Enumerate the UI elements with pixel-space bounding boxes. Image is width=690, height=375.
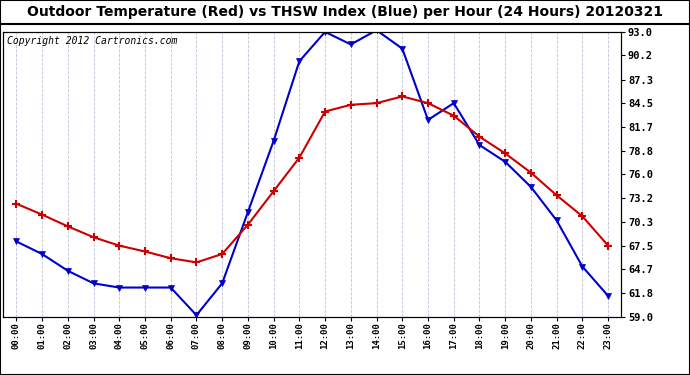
Text: Copyright 2012 Cartronics.com: Copyright 2012 Cartronics.com [6, 36, 177, 46]
Text: Outdoor Temperature (Red) vs THSW Index (Blue) per Hour (24 Hours) 20120321: Outdoor Temperature (Red) vs THSW Index … [27, 5, 663, 19]
